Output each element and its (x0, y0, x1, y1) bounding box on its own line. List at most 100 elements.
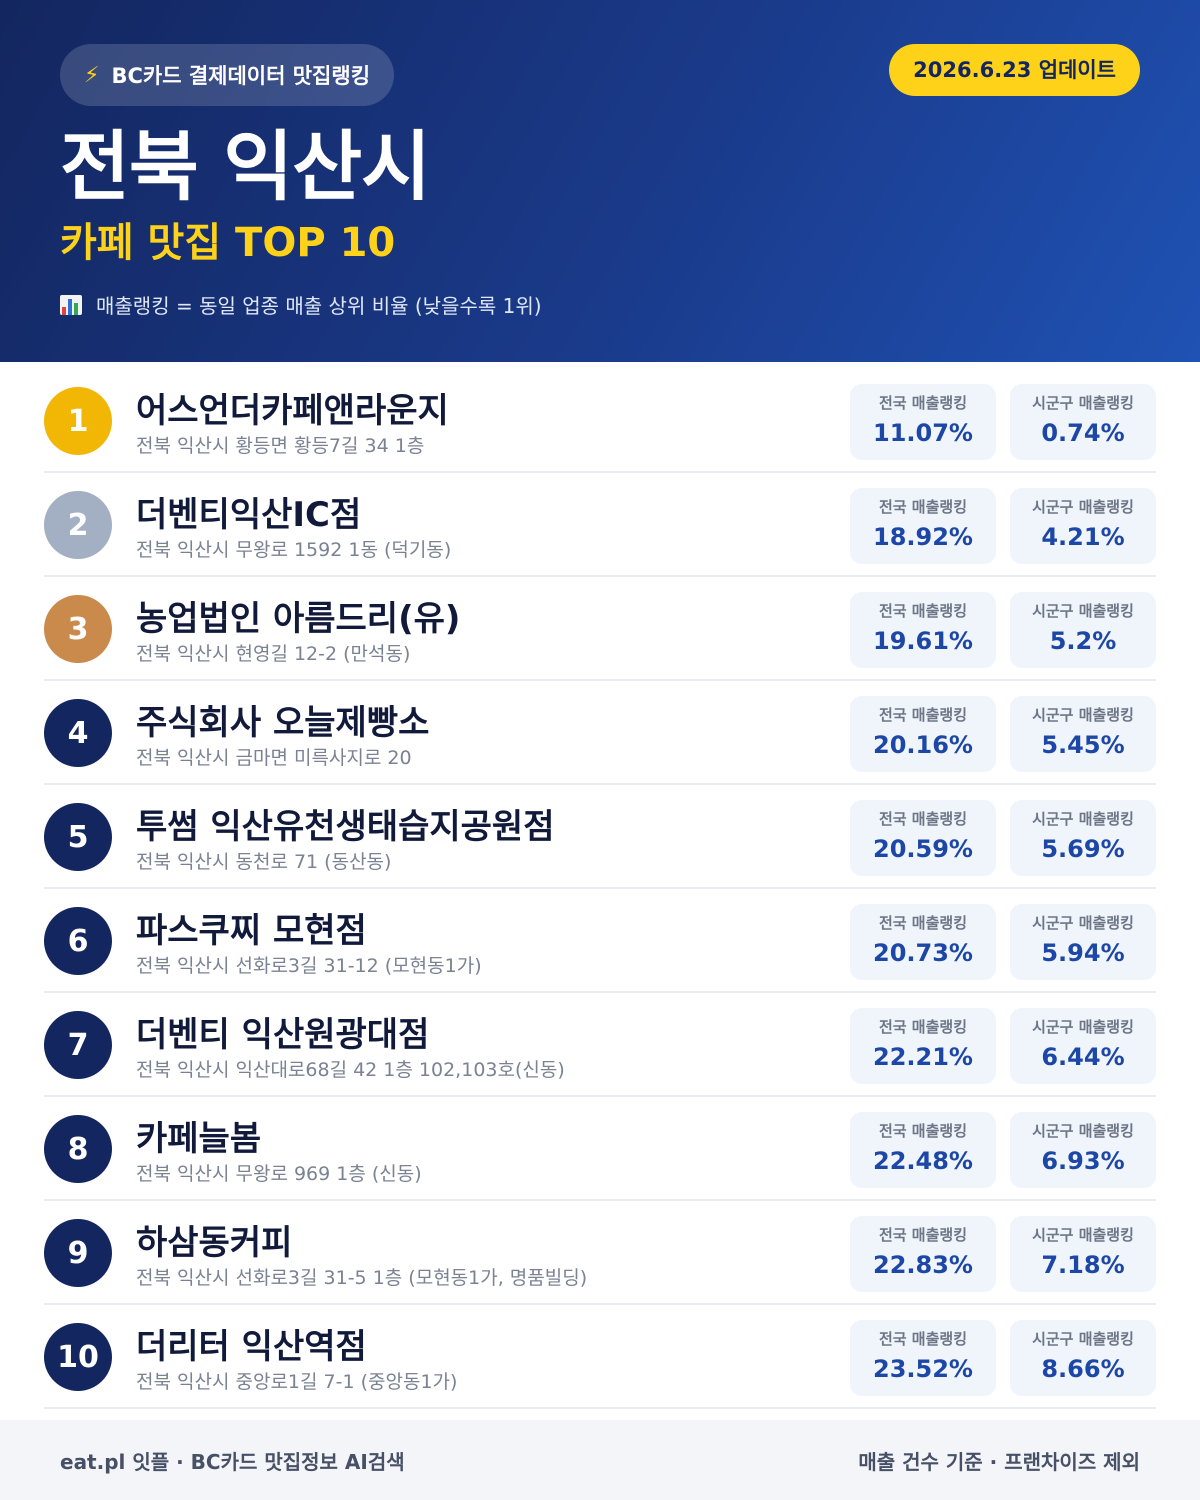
rank-badge: 9 (44, 1219, 112, 1287)
restaurant-name: 파스쿠찌 모현점 (136, 911, 367, 951)
national-ranking-value: 18.92% (873, 523, 973, 551)
list-item[interactable]: 8 카페늘봄 전북 익산시 무왕로 969 1층 (신동) 전국 매출랭킹 22.48%… (44, 1097, 1156, 1201)
restaurant-name: 더벤티익산IC점 (136, 495, 362, 535)
national-ranking-card: 전국 매출랭킹 22.83% (850, 1216, 996, 1292)
restaurant-name: 카페늘봄 (136, 1119, 262, 1159)
header-banner: ⚡ BC카드 결제데이터 맛집랭킹 2026.6.23 업데이트 전북 익산시 … (0, 0, 1200, 362)
lightning-icon: ⚡ (84, 62, 100, 88)
rank-badge: 2 (44, 491, 112, 559)
national-ranking-card: 전국 매출랭킹 20.59% (850, 800, 996, 876)
local-ranking-card: 시군구 매출랭킹 8.66% (1010, 1320, 1156, 1396)
national-ranking-label: 전국 매출랭킹 (878, 1018, 968, 1036)
national-ranking-value: 11.07% (873, 419, 973, 447)
restaurant-address: 전북 익산시 무왕로 1592 1동 (덕기동) (136, 539, 452, 561)
rank-badge: 5 (44, 803, 112, 871)
national-ranking-card: 전국 매출랭킹 11.07% (850, 384, 996, 460)
local-ranking-value: 5.69% (1041, 835, 1125, 863)
local-ranking-card: 시군구 매출랭킹 0.74% (1010, 384, 1156, 460)
rank-badge: 3 (44, 595, 112, 663)
source-badge: ⚡ BC카드 결제데이터 맛집랭킹 (60, 44, 395, 106)
rank-badge: 4 (44, 699, 112, 767)
local-ranking-label: 시군구 매출랭킹 (1032, 1226, 1134, 1244)
national-ranking-card: 전국 매출랭킹 20.73% (850, 904, 996, 980)
national-ranking-value: 20.16% (873, 731, 973, 759)
restaurant-address: 전북 익산시 선화로3길 31-12 (모현동1가) (136, 955, 482, 977)
national-ranking-value: 22.21% (873, 1043, 973, 1071)
national-ranking-card: 전국 매출랭킹 20.16% (850, 696, 996, 772)
local-ranking-value: 7.18% (1041, 1251, 1125, 1279)
local-ranking-value: 5.94% (1041, 939, 1125, 967)
page-subtitle: 카페 맛집 TOP 10 (60, 220, 396, 266)
restaurant-address: 전북 익산시 익산대로68길 42 1층 102,103호(신동) (136, 1059, 565, 1081)
national-ranking-label: 전국 매출랭킹 (878, 394, 968, 412)
local-ranking-value: 4.21% (1041, 523, 1125, 551)
national-ranking-value: 22.48% (873, 1147, 973, 1175)
ranking-list: 1 어스언더카페앤라운지 전북 익산시 황등면 황등7길 34 1층 전국 매출랭킹 1… (44, 369, 1156, 1409)
local-ranking-value: 5.45% (1041, 731, 1125, 759)
rank-badge: 6 (44, 907, 112, 975)
restaurant-address: 전북 익산시 무왕로 969 1층 (신동) (136, 1163, 422, 1185)
restaurant-name: 주식회사 오늘제빵소 (136, 703, 430, 743)
local-ranking-label: 시군구 매출랭킹 (1032, 706, 1134, 724)
national-ranking-label: 전국 매출랭킹 (878, 1330, 968, 1348)
local-ranking-value: 6.44% (1041, 1043, 1125, 1071)
local-ranking-value: 5.2% (1049, 627, 1117, 655)
ranking-note: 매출랭킹 = 동일 업종 매출 상위 비율 (낮을수록 1위) (60, 290, 1140, 319)
footer-criteria: 매출 건수 기준 · 프랜차이즈 제외 (858, 1449, 1140, 1474)
restaurant-name: 투썸 익산유천생태습지공원점 (136, 807, 555, 847)
local-ranking-card: 시군구 매출랭킹 6.93% (1010, 1112, 1156, 1188)
restaurant-address: 전북 익산시 중앙로1길 7-1 (중앙동1가) (136, 1371, 458, 1393)
local-ranking-label: 시군구 매출랭킹 (1032, 498, 1134, 516)
rank-badge: 7 (44, 1011, 112, 1079)
local-ranking-card: 시군구 매출랭킹 5.45% (1010, 696, 1156, 772)
national-ranking-card: 전국 매출랭킹 19.61% (850, 592, 996, 668)
national-ranking-label: 전국 매출랭킹 (878, 498, 968, 516)
local-ranking-card: 시군구 매출랭킹 5.94% (1010, 904, 1156, 980)
national-ranking-label: 전국 매출랭킹 (878, 810, 968, 828)
list-item[interactable]: 3 농업법인 아름드리(유) 전북 익산시 현영길 12-2 (만석동) 전국 매출랭… (44, 577, 1156, 681)
local-ranking-card: 시군구 매출랭킹 5.69% (1010, 800, 1156, 876)
restaurant-name: 농업법인 아름드리(유) (136, 599, 461, 639)
footer: eat.pl 잇플 · BC카드 맛집정보 AI검색 매출 건수 기준 · 프랜… (0, 1420, 1200, 1500)
national-ranking-label: 전국 매출랭킹 (878, 706, 968, 724)
restaurant-address: 전북 익산시 현영길 12-2 (만석동) (136, 643, 411, 665)
national-ranking-label: 전국 매출랭킹 (878, 914, 968, 932)
restaurant-name: 더리터 익산역점 (136, 1327, 367, 1367)
local-ranking-card: 시군구 매출랭킹 6.44% (1010, 1008, 1156, 1084)
local-ranking-card: 시군구 매출랭킹 5.2% (1010, 592, 1156, 668)
restaurant-address: 전북 익산시 동천로 71 (동산동) (136, 851, 392, 873)
restaurant-address: 전북 익산시 선화로3길 31-5 1층 (모현동1가, 명품빌딩) (136, 1267, 588, 1289)
local-ranking-label: 시군구 매출랭킹 (1032, 1122, 1134, 1140)
footer-source: eat.pl 잇플 · BC카드 맛집정보 AI검색 (60, 1449, 405, 1474)
restaurant-name: 하삼동커피 (136, 1223, 293, 1263)
list-item[interactable]: 7 더벤티 익산원광대점 전북 익산시 익산대로68길 42 1층 102,103호… (44, 993, 1156, 1097)
local-ranking-card: 시군구 매출랭킹 7.18% (1010, 1216, 1156, 1292)
national-ranking-value: 23.52% (873, 1355, 973, 1383)
restaurant-address: 전북 익산시 금마면 미륵사지로 20 (136, 747, 412, 769)
national-ranking-value: 22.83% (873, 1251, 973, 1279)
local-ranking-label: 시군구 매출랭킹 (1032, 914, 1134, 932)
national-ranking-label: 전국 매출랭킹 (878, 1122, 968, 1140)
local-ranking-label: 시군구 매출랭킹 (1032, 810, 1134, 828)
rank-badge: 10 (44, 1323, 112, 1391)
list-item[interactable]: 1 어스언더카페앤라운지 전북 익산시 황등면 황등7길 34 1층 전국 매출랭킹 1… (44, 369, 1156, 473)
update-badge: 2026.6.23 업데이트 (889, 44, 1140, 96)
local-ranking-value: 0.74% (1041, 419, 1125, 447)
ranking-note-text: 매출랭킹 = 동일 업종 매출 상위 비율 (낮을수록 1위) (96, 294, 542, 318)
page-title: 전북 익산시 (60, 122, 431, 211)
national-ranking-label: 전국 매출랭킹 (878, 602, 968, 620)
national-ranking-value: 20.73% (873, 939, 973, 967)
national-ranking-value: 20.59% (873, 835, 973, 863)
local-ranking-label: 시군구 매출랭킹 (1032, 1330, 1134, 1348)
local-ranking-label: 시군구 매출랭킹 (1032, 1018, 1134, 1036)
national-ranking-card: 전국 매출랭킹 23.52% (850, 1320, 996, 1396)
local-ranking-card: 시군구 매출랭킹 4.21% (1010, 488, 1156, 564)
national-ranking-card: 전국 매출랭킹 18.92% (850, 488, 996, 564)
local-ranking-value: 6.93% (1041, 1147, 1125, 1175)
